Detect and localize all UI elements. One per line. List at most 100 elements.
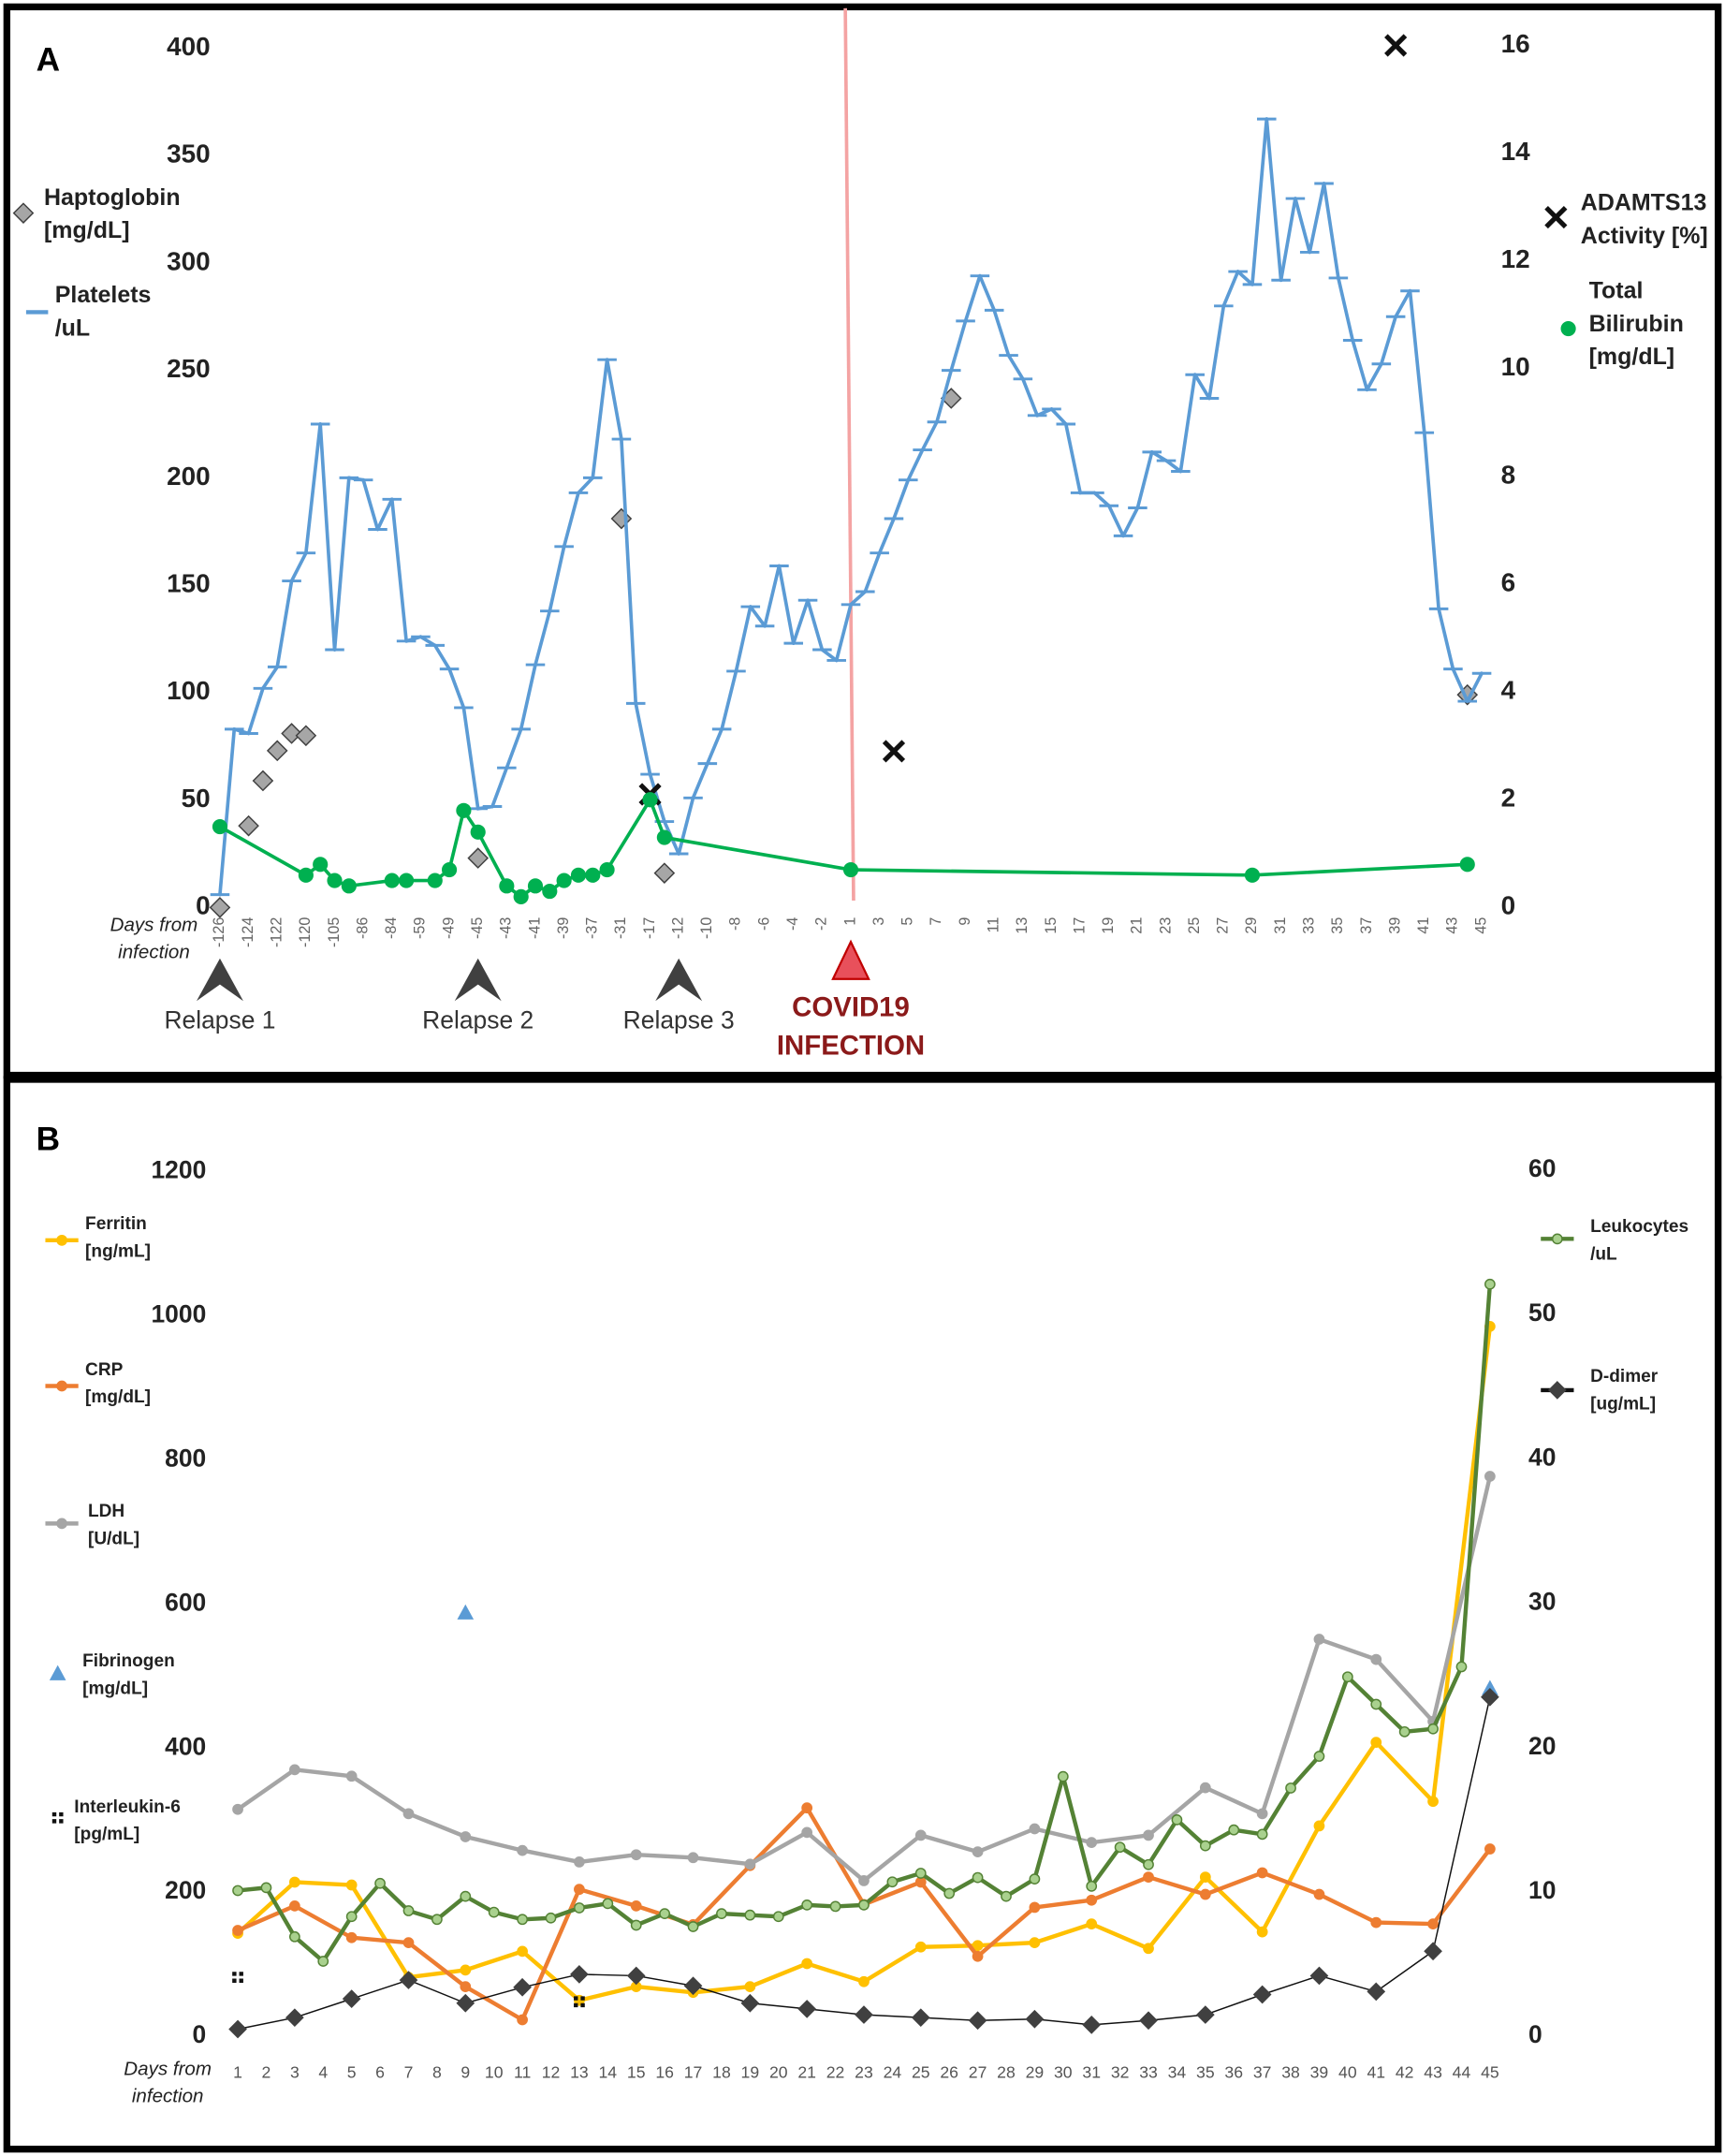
x-tick-label: 27 (1215, 917, 1232, 934)
point (517, 2014, 528, 2026)
series-line (519, 1848, 582, 1865)
x-tick-label: 20 (769, 2063, 788, 2082)
legend-marker (1551, 1233, 1563, 1245)
series-line (1092, 491, 1111, 508)
series-line (863, 2014, 922, 2018)
series-line (634, 701, 652, 776)
point (456, 1993, 475, 2013)
point (653, 862, 676, 884)
point (1082, 2016, 1102, 2034)
x-tick-label: -45 (469, 917, 486, 939)
point (882, 740, 906, 763)
point (467, 847, 490, 869)
series-line (332, 476, 351, 652)
x-tick-label: -37 (584, 917, 601, 939)
series-line (1121, 506, 1140, 538)
series-line (1260, 1785, 1294, 1837)
series-line (976, 2017, 1036, 2021)
point (1427, 1918, 1439, 1929)
point (570, 867, 587, 883)
point (1001, 1890, 1012, 1902)
point (1367, 1982, 1386, 2002)
legend-label: ADAMTS13 Activity [%] (1580, 189, 1708, 249)
series-line (1089, 1874, 1151, 1902)
point (1370, 1916, 1382, 1929)
point (858, 1875, 870, 1886)
point (1459, 857, 1475, 873)
series-line (748, 1961, 810, 1989)
point (499, 878, 515, 894)
x-tick-label: 28 (997, 2063, 1016, 2082)
point (513, 888, 529, 904)
y2-tick-label: 60 (1528, 1154, 1556, 1182)
series-line (562, 491, 580, 549)
x-tick-label: 21 (1129, 917, 1146, 934)
series-line (463, 1949, 525, 1973)
series-line (519, 1949, 582, 2002)
point (1114, 1841, 1126, 1854)
x-tick-label: 13 (570, 2063, 589, 2082)
y-tick-label: 400 (167, 32, 211, 61)
annotation-box: COVID19 INFECTION (777, 992, 925, 1061)
series-line (1207, 303, 1226, 401)
series-line (1135, 450, 1154, 510)
series-line (349, 1881, 383, 1919)
y-tick-label: 150 (167, 569, 211, 598)
series-line (1375, 1950, 1434, 1993)
y-tick-label: 50 (182, 784, 211, 813)
y2-tick-label: 20 (1528, 1732, 1556, 1760)
point (399, 873, 415, 888)
point (1139, 2011, 1158, 2031)
x-tick-label: 18 (712, 2063, 731, 2082)
point (687, 1921, 699, 1932)
x-tick-label: 15 (627, 2063, 646, 2082)
legend-marker (51, 1811, 64, 1824)
annotation-box: Relapse 2 (422, 1006, 534, 1034)
point (740, 1993, 760, 2013)
series-line (1106, 504, 1125, 538)
series-line (705, 727, 724, 766)
series-line (804, 1830, 867, 1884)
series-line (1294, 197, 1312, 255)
series-line (975, 1826, 1037, 1855)
x-tick-label: -4 (784, 917, 801, 931)
point (1143, 1871, 1154, 1883)
point (545, 1912, 557, 1924)
point (488, 1906, 500, 1918)
x-tick-label: -31 (612, 917, 629, 939)
series-line (1374, 1657, 1436, 1723)
series-line (1203, 1785, 1265, 1816)
y2-tick-label: 0 (1528, 2020, 1542, 2048)
point (1256, 1808, 1268, 1820)
x-tick-label: -49 (440, 917, 457, 939)
series-line (1003, 1876, 1037, 1899)
legend-marker (56, 1518, 67, 1530)
point (972, 1871, 984, 1884)
event-line (843, 7, 855, 902)
series-line (406, 1968, 468, 1980)
point (212, 818, 228, 835)
point (1256, 1828, 1268, 1841)
legend-label: CRP [mg/dL] (85, 1358, 152, 1407)
point (1309, 1966, 1329, 1986)
series-line (691, 1984, 753, 1995)
series-line (1318, 1974, 1377, 1993)
x-tick-label: 41 (1415, 917, 1432, 934)
point (228, 2019, 247, 2039)
series-line (1090, 2019, 1149, 2026)
series-line (1060, 1774, 1094, 1889)
x-tick-label: 23 (1157, 917, 1174, 934)
point (1252, 1985, 1272, 2004)
x-tick-label: 25 (1186, 917, 1203, 934)
point (317, 1956, 329, 1967)
x-tick-label: 30 (1054, 2063, 1073, 2082)
point (1029, 1873, 1041, 1885)
series-line (447, 808, 466, 872)
point (1244, 867, 1261, 883)
series-line (1260, 1636, 1322, 1816)
x-axis-label-box: Days from infection (124, 2057, 212, 2106)
series-line (1260, 1870, 1322, 1897)
point (460, 1964, 472, 1976)
point (744, 1858, 756, 1870)
x-tick-label: 40 (1338, 2063, 1357, 2082)
